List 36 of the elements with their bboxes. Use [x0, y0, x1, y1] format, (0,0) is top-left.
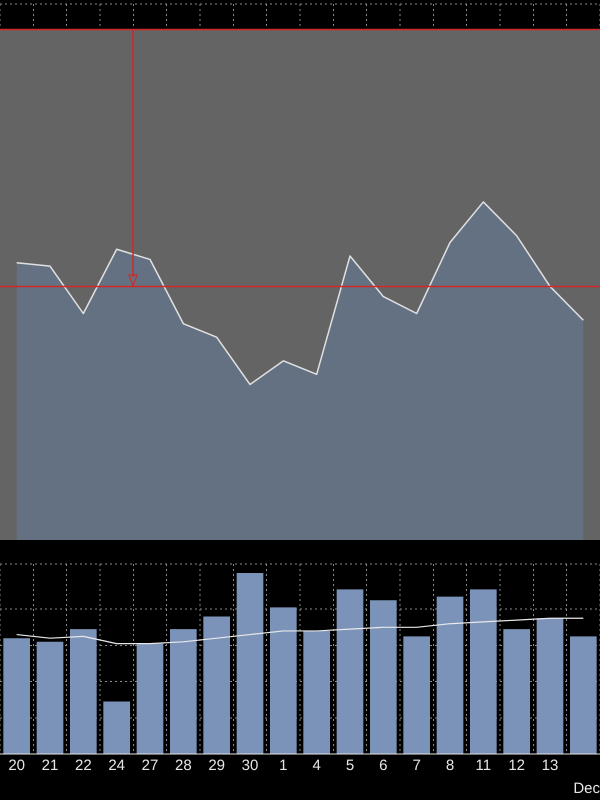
bar — [503, 629, 530, 754]
bar — [536, 618, 564, 754]
bar — [103, 702, 130, 754]
bar — [336, 589, 364, 754]
bar — [270, 607, 297, 754]
x-tick-label: 1 — [279, 757, 288, 774]
x-tick-label: 27 — [142, 757, 158, 774]
x-tick-label: 13 — [542, 757, 558, 774]
bar — [403, 636, 430, 754]
bar — [70, 629, 97, 754]
bar — [136, 644, 164, 754]
x-tick-label: 11 — [476, 757, 492, 774]
x-tick-label: 5 — [346, 757, 354, 774]
x-tick-label: 6 — [379, 757, 388, 774]
bar — [436, 596, 464, 754]
bar — [36, 642, 64, 754]
bar — [236, 573, 264, 754]
bar — [470, 589, 497, 754]
x-tick-label: 28 — [174, 757, 192, 774]
bar — [3, 638, 30, 754]
x-tick-label: 20 — [8, 757, 26, 774]
x-tick-label: 8 — [446, 757, 454, 774]
x-tick-label: 29 — [208, 757, 226, 774]
x-axis-title: Dec — [573, 780, 600, 798]
bar — [203, 616, 230, 754]
x-tick-label: 30 — [242, 757, 258, 774]
x-tick-label: 24 — [108, 757, 126, 774]
bar — [303, 630, 330, 754]
x-tick-label: 7 — [412, 757, 421, 774]
x-tick-label: 21 — [42, 757, 58, 774]
x-tick-label: 22 — [74, 757, 92, 774]
bar — [370, 600, 397, 754]
bar — [170, 629, 197, 754]
bar — [570, 636, 597, 754]
x-tick-label: 4 — [312, 757, 321, 774]
x-tick-label: 12 — [508, 757, 526, 774]
